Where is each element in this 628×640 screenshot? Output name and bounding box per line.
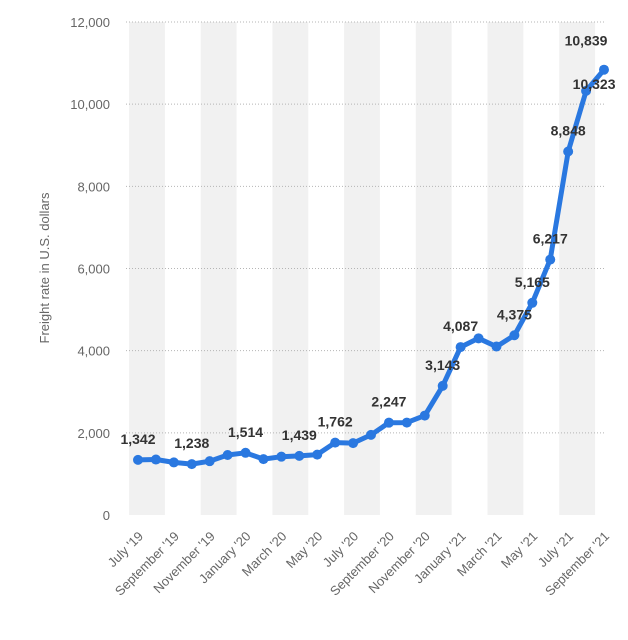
- data-point: [563, 146, 574, 157]
- x-tick-label: May '21: [498, 529, 541, 572]
- y-tick-label: 4,000: [77, 344, 110, 359]
- data-label: 10,839: [565, 33, 608, 49]
- background-band: [415, 22, 452, 515]
- data-point: [455, 342, 466, 353]
- data-label: 1,514: [228, 424, 263, 440]
- data-point: [599, 64, 609, 75]
- data-label: 1,439: [282, 427, 317, 443]
- data-point: [473, 333, 484, 344]
- x-tick-label: September '21: [542, 529, 612, 599]
- data-point: [383, 417, 394, 428]
- data-point: [133, 454, 143, 465]
- data-label: 4,375: [497, 306, 532, 322]
- data-point: [527, 297, 538, 308]
- data-point: [401, 417, 412, 428]
- data-point: [437, 380, 448, 391]
- data-point: [491, 341, 502, 352]
- data-point: [204, 456, 215, 467]
- x-tick-label: May '20: [283, 529, 326, 572]
- data-point: [240, 447, 251, 458]
- series-points: [133, 64, 609, 470]
- data-point: [168, 457, 179, 468]
- data-point: [419, 410, 430, 421]
- data-point: [545, 254, 556, 265]
- background-band: [559, 22, 596, 515]
- data-point: [348, 438, 359, 449]
- data-label: 1,342: [120, 431, 155, 447]
- data-point: [258, 454, 269, 465]
- y-tick-label: 6,000: [77, 262, 110, 277]
- y-tick-label: 10,000: [70, 97, 110, 112]
- y-tick-label: 8,000: [77, 179, 110, 194]
- data-label: 5,165: [515, 274, 550, 290]
- background-band: [200, 22, 237, 515]
- data-label: 10,323: [573, 76, 616, 92]
- y-tick-label: 0: [103, 508, 110, 523]
- y-axis-tick-labels: 0 2,000 4,000 6,000 8,000 10,000 12,000: [70, 15, 110, 523]
- background-band: [487, 22, 524, 515]
- data-point: [276, 451, 287, 462]
- data-point: [150, 454, 161, 465]
- data-label: 3,143: [425, 357, 460, 373]
- data-point: [581, 85, 592, 96]
- y-tick-label: 2,000: [77, 426, 110, 441]
- data-point: [222, 450, 233, 461]
- background-band: [272, 22, 309, 515]
- data-label: 4,087: [443, 318, 478, 334]
- data-point: [366, 429, 376, 440]
- y-axis-label: Freight rate in U.S. dollars: [37, 192, 52, 344]
- data-point: [312, 449, 323, 460]
- data-label: 1,238: [174, 435, 209, 451]
- data-label: 1,762: [318, 414, 353, 430]
- data-label: 6,217: [533, 231, 568, 247]
- background-bands: [129, 22, 596, 515]
- data-point: [509, 330, 520, 341]
- data-point: [294, 450, 305, 461]
- data-label: 2,247: [371, 394, 406, 410]
- data-point: [330, 437, 341, 448]
- y-tick-label: 12,000: [70, 15, 110, 30]
- data-label: 8,848: [551, 122, 586, 138]
- data-point: [186, 459, 197, 470]
